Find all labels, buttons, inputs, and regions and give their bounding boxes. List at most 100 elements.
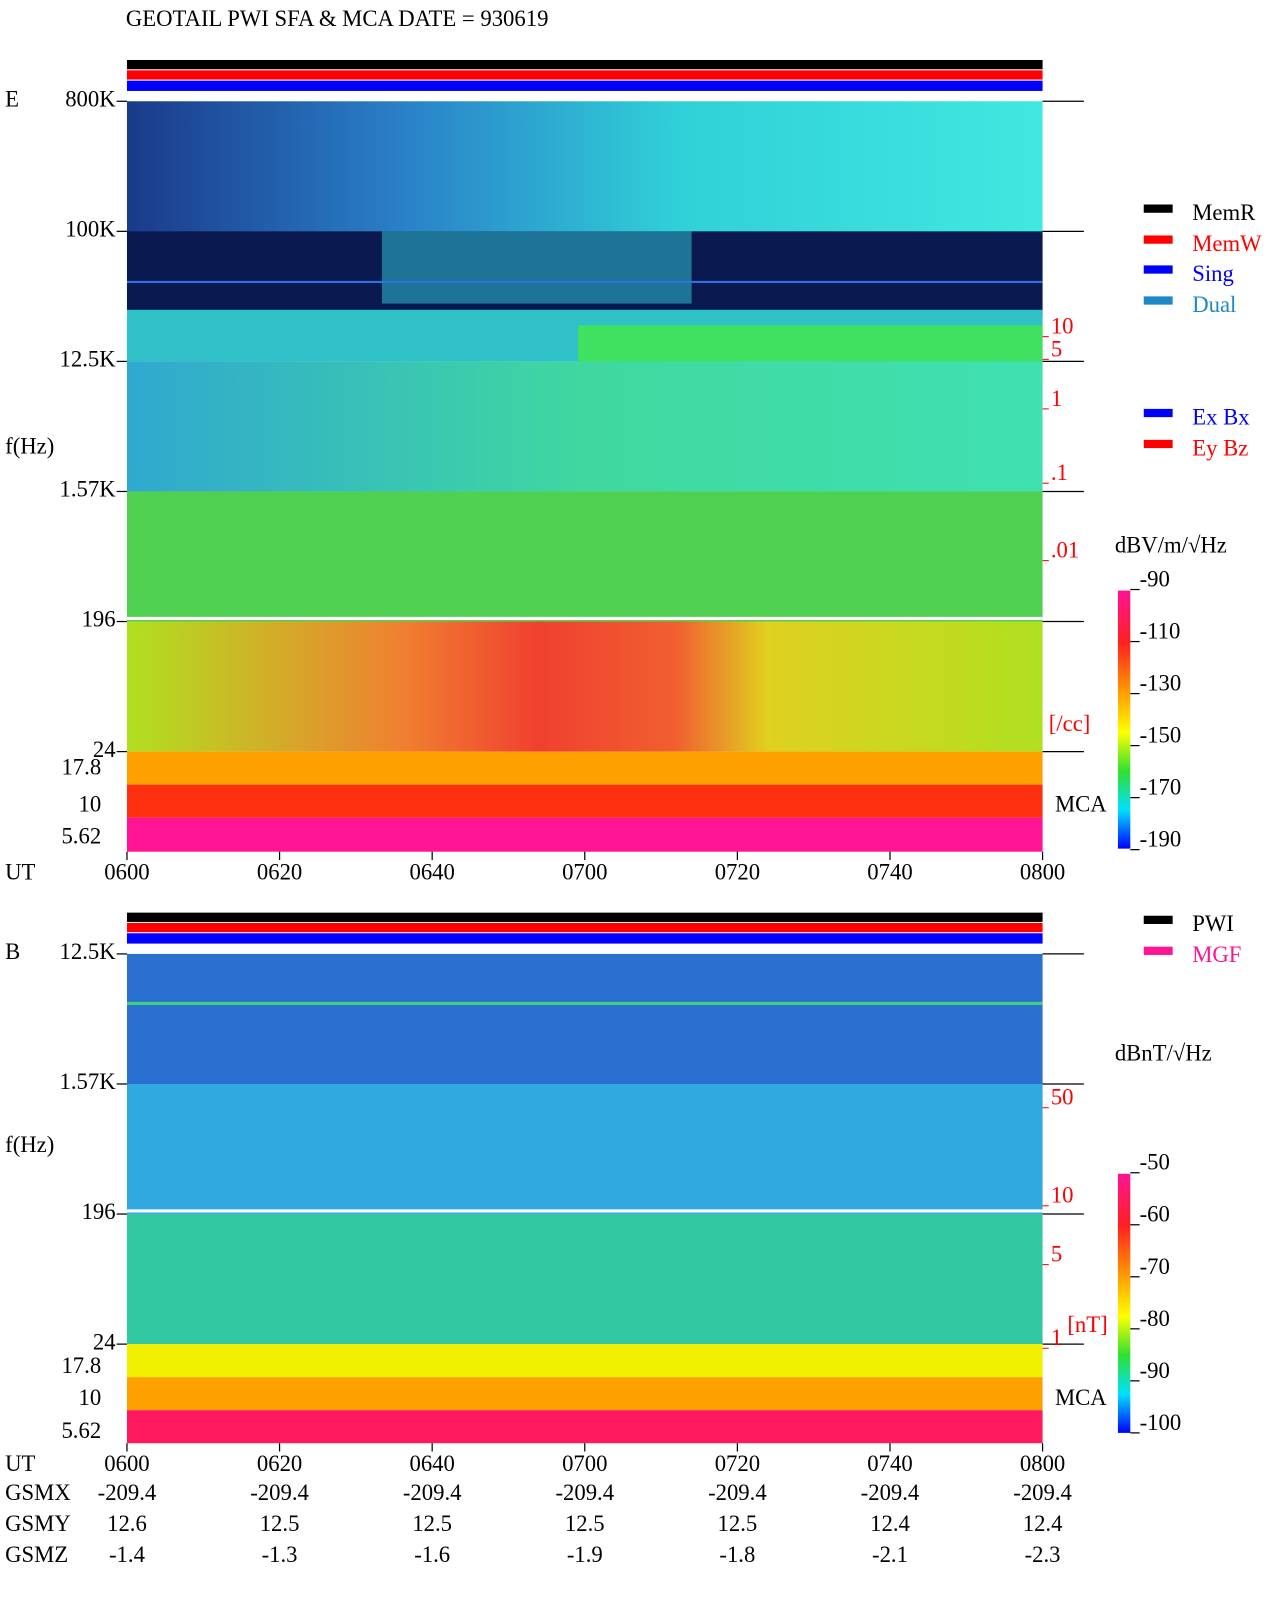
density-tick-label: 1: [1051, 1325, 1062, 1350]
mca-tick-label: 10: [78, 1385, 101, 1410]
colorbar-tick-label: -70: [1140, 1254, 1170, 1279]
mca-tick-label: 10: [78, 792, 101, 817]
colorbar-tick-label: -110: [1140, 619, 1181, 644]
orbit-value: 12.4: [870, 1511, 910, 1536]
density-tick-label: 1: [1051, 386, 1062, 411]
legend-label: Sing: [1192, 261, 1234, 286]
mca-label: MCA: [1055, 792, 1107, 817]
time-tick-label: 0740: [867, 1451, 912, 1476]
density-tick-label: 10: [1051, 1183, 1074, 1208]
orbit-value: -1.8: [719, 1542, 755, 1567]
time-tick-label: 0640: [409, 1451, 454, 1476]
density-tick-label: 5: [1051, 336, 1062, 361]
y-axis-label: f(Hz): [5, 1132, 54, 1157]
freq-tick-label: 800K: [65, 86, 116, 111]
orbit-value: 12.6: [107, 1511, 147, 1536]
legend-swatch: [1143, 946, 1173, 955]
y-axis-label: f(Hz): [5, 433, 54, 458]
time-tick-label: 0740: [867, 860, 912, 885]
colorbar-unit: dBV/m/√Hz: [1115, 532, 1227, 557]
colorbar-tick-label: -90: [1140, 566, 1170, 591]
mca-tick-label: 5.62: [61, 1418, 101, 1443]
panel-label: B: [5, 939, 20, 964]
colorbar-tick-label: -80: [1140, 1306, 1170, 1331]
e-spectrogram: [126, 101, 1043, 852]
time-tick-label: 0700: [562, 860, 607, 885]
mca-tick-label: 17.8: [61, 754, 101, 779]
density-tick-label: 10: [1051, 314, 1074, 339]
freq-tick-label: 196: [82, 1199, 116, 1224]
legend-label: PWI: [1192, 911, 1234, 936]
legend-label: MemR: [1192, 200, 1256, 225]
mca-tick-label: 5.62: [61, 824, 101, 849]
freq-tick-label: 24: [93, 1329, 116, 1354]
orbit-value: 12.5: [565, 1511, 605, 1536]
orbit-value: -209.4: [98, 1480, 157, 1505]
freq-tick-label: 1.57K: [60, 1069, 117, 1094]
time-tick-label: 0720: [715, 1451, 760, 1476]
time-tick-label: 0720: [715, 860, 760, 885]
time-tick-label: 0600: [104, 860, 149, 885]
orbit-value: 12.4: [1023, 1511, 1063, 1536]
panel-label: E: [5, 86, 19, 111]
density-tick-label: .01: [1051, 538, 1079, 563]
time-axis-label: UT: [5, 860, 35, 885]
legend-label: MemW: [1192, 231, 1262, 256]
time-axis-label: UT: [5, 1451, 35, 1476]
legend-swatch: [1143, 265, 1173, 274]
legend-swatch: [1143, 915, 1173, 924]
freq-tick-label: 12.5K: [60, 939, 117, 964]
colorbar-tick-label: -100: [1140, 1410, 1182, 1435]
legend-swatch: [1143, 204, 1173, 213]
density-tick-label: 5: [1051, 1242, 1062, 1267]
orbit-value: -209.4: [250, 1480, 309, 1505]
legend-label: Ex Bx: [1192, 404, 1250, 429]
legend-label: Ey Bz: [1192, 435, 1248, 460]
time-tick-label: 0700: [562, 1451, 607, 1476]
orbit-value: -1.9: [567, 1542, 603, 1567]
orbit-value: -1.4: [109, 1542, 145, 1567]
colorbar-tick-label: -190: [1140, 827, 1182, 852]
orbit-value: -209.4: [708, 1480, 767, 1505]
density-tick-label: .1: [1051, 460, 1068, 485]
orbit-value: -2.3: [1025, 1542, 1061, 1567]
colorbar-tick-label: -50: [1140, 1150, 1170, 1175]
freq-tick-label: 12.5K: [60, 347, 117, 372]
time-tick-label: 0640: [409, 860, 454, 885]
legend-swatch: [1143, 296, 1173, 305]
time-tick-label: 0620: [257, 1451, 302, 1476]
orbit-value: 12.5: [260, 1511, 300, 1536]
orbit-label: GSMZ: [5, 1542, 68, 1567]
time-tick-label: 0800: [1020, 860, 1065, 885]
orbit-value: -2.1: [872, 1542, 908, 1567]
density-unit: [nT]: [1067, 1312, 1107, 1337]
colorbar-tick-label: -170: [1140, 775, 1182, 800]
freq-tick-label: 1.57K: [60, 477, 117, 502]
orbit-label: GSMX: [5, 1480, 71, 1505]
time-tick-label: 0620: [257, 860, 302, 885]
colorbar-tick-label: -150: [1140, 723, 1182, 748]
legend-swatch: [1143, 235, 1173, 244]
freq-tick-label: 24: [93, 737, 116, 762]
legend-swatch: [1143, 439, 1173, 449]
orbit-value: -209.4: [555, 1480, 614, 1505]
orbit-value: 12.5: [718, 1511, 758, 1536]
density-tick-label: 50: [1051, 1085, 1074, 1110]
orbit-value: -209.4: [1013, 1480, 1072, 1505]
orbit-value: -209.4: [403, 1480, 462, 1505]
orbit-value: -1.6: [414, 1542, 450, 1567]
freq-tick-label: 196: [82, 607, 116, 632]
legend-label: Dual: [1192, 292, 1236, 317]
colorbar-unit: dBnT/√Hz: [1115, 1040, 1212, 1065]
mca-label: MCA: [1055, 1385, 1107, 1410]
legend-label: MGF: [1192, 942, 1241, 967]
b-spectrogram: [126, 953, 1043, 1444]
density-unit: [/cc]: [1049, 711, 1091, 736]
orbit-value: -209.4: [861, 1480, 920, 1505]
orbit-label: GSMY: [5, 1511, 71, 1536]
orbit-value: -1.3: [262, 1542, 298, 1567]
mca-tick-label: 17.8: [61, 1353, 101, 1378]
colorbar-tick-label: -130: [1140, 671, 1182, 696]
orbit-value: 12.5: [412, 1511, 452, 1536]
